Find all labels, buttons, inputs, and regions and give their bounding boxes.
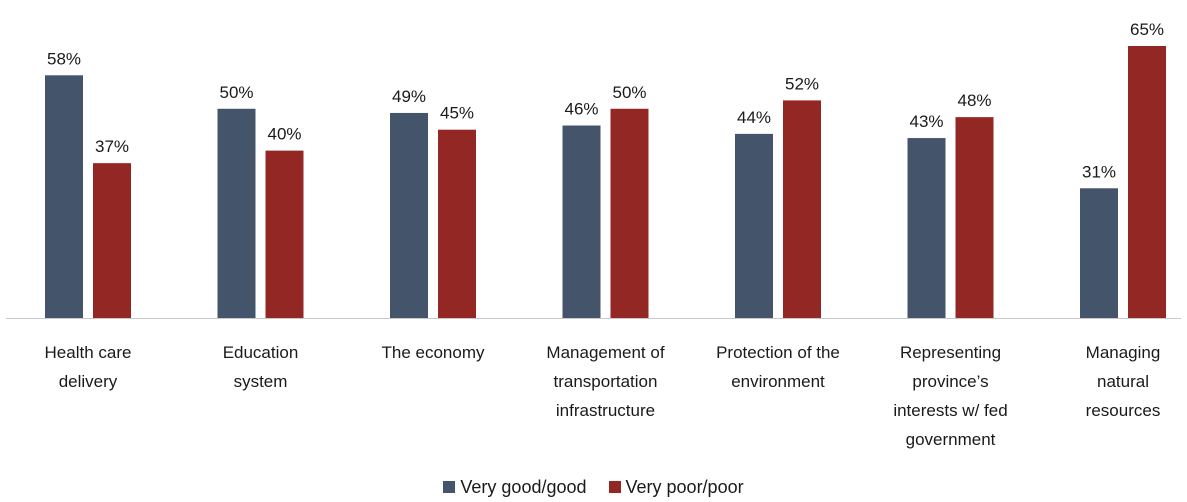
- data-label-good-0: 58%: [47, 49, 81, 68]
- data-label-poor-2: 45%: [440, 104, 474, 123]
- legend-item-good: Very good/good: [443, 476, 587, 498]
- bar-good-0: [45, 75, 83, 319]
- data-label-good-3: 46%: [564, 100, 598, 119]
- legend-swatch: [443, 481, 456, 493]
- bar-good-1: [217, 108, 256, 319]
- category-labels-group: Health care delivery Education system The ec…: [45, 343, 1161, 449]
- data-label-poor-5: 48%: [957, 91, 991, 110]
- category-label-6: Managing natural resources: [1086, 343, 1161, 420]
- bar-good-4: [735, 133, 773, 318]
- category-label-4: Protection of the environment: [716, 343, 840, 391]
- legend-swatch: [608, 481, 621, 493]
- data-label-poor-1: 40%: [267, 125, 301, 144]
- bar-good-3: [562, 125, 601, 318]
- category-label-1: Education system: [223, 343, 299, 391]
- data-label-poor-4: 52%: [785, 74, 819, 93]
- category-label-3: Management of transportation infrastructur…: [546, 343, 664, 420]
- data-label-good-2: 49%: [392, 87, 426, 106]
- data-labels-group: 58% 37% 50% 40% 49% 45% 46% 50% 44% 52% 43% 48% 31% 6…: [47, 20, 1164, 181]
- data-label-poor-6: 65%: [1130, 20, 1164, 39]
- bar-good-5: [907, 138, 946, 318]
- bar-poor-1: [265, 150, 304, 318]
- data-label-poor-0: 37%: [95, 137, 129, 156]
- category-label-2: The economy: [382, 343, 485, 362]
- legend-label: Very poor/poor: [625, 476, 744, 497]
- bar-poor-3: [610, 108, 649, 319]
- legend-label: Very good/good: [460, 476, 587, 497]
- bar-good-2: [390, 112, 428, 318]
- legend: Very good/good Very poor/poor: [0, 474, 1187, 500]
- data-label-poor-3: 50%: [612, 83, 646, 102]
- bar-poor-4: [783, 100, 821, 319]
- data-label-good-6: 31%: [1082, 162, 1116, 181]
- bar-poor-0: [93, 163, 131, 318]
- data-label-good-1: 50%: [219, 83, 253, 102]
- bar-good-6: [1080, 188, 1118, 318]
- category-label-5: Representing province’s interests w/ fed go…: [893, 343, 1007, 449]
- bar-poor-2: [438, 129, 476, 318]
- category-label-0: Health care delivery: [45, 343, 132, 391]
- bar-poor-5: [955, 117, 994, 318]
- data-label-good-5: 43%: [909, 112, 943, 131]
- bars-group: [45, 46, 1166, 319]
- legend-item-poor: Very poor/poor: [608, 476, 744, 498]
- bar-poor-6: [1128, 46, 1166, 318]
- data-label-good-4: 44%: [737, 108, 771, 127]
